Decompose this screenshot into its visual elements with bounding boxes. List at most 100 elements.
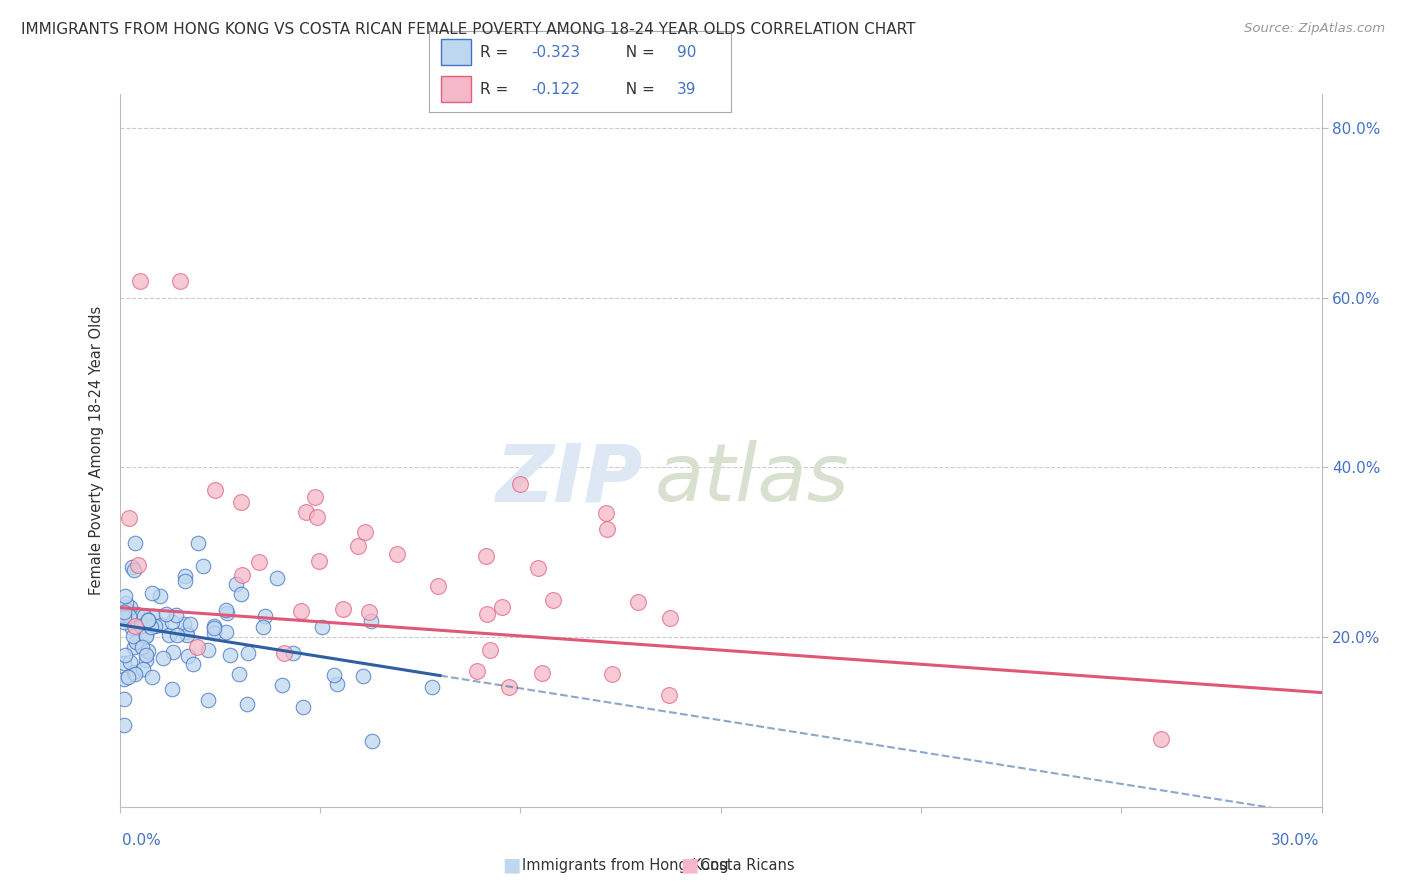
Point: [143, 619, 166, 633]
Point: [252, 620, 274, 634]
Point: [187, 536, 209, 550]
Point: [118, 511, 141, 525]
Point: [160, 681, 183, 696]
Point: [169, 274, 191, 288]
Text: Source: ZipAtlas.com: Source: ZipAtlas.com: [1244, 22, 1385, 36]
Text: -0.323: -0.323: [531, 45, 581, 61]
Point: [124, 619, 146, 633]
Point: [323, 667, 346, 681]
Point: [131, 640, 153, 655]
Point: [155, 607, 177, 621]
Point: [281, 646, 304, 660]
Point: [115, 603, 138, 617]
Point: [304, 490, 326, 504]
Point: [122, 665, 145, 679]
Text: Costa Ricans: Costa Ricans: [700, 858, 794, 872]
Point: [308, 553, 330, 567]
Point: [475, 549, 498, 564]
Text: ■: ■: [679, 855, 699, 875]
Point: [197, 693, 219, 707]
Point: [273, 646, 295, 660]
Text: R =: R =: [481, 82, 519, 97]
Point: [124, 635, 146, 649]
Text: 39: 39: [676, 82, 696, 97]
Point: [295, 506, 318, 520]
Point: [186, 640, 208, 655]
Point: [124, 667, 146, 681]
Point: [595, 506, 617, 520]
Point: [531, 665, 554, 680]
Point: [202, 625, 225, 640]
Point: [658, 688, 681, 702]
Point: [307, 510, 329, 524]
Point: [120, 599, 142, 614]
Point: [121, 559, 143, 574]
Point: [231, 587, 253, 601]
Point: [120, 655, 142, 669]
Point: [136, 644, 159, 658]
Point: [122, 563, 145, 577]
Point: [1150, 732, 1173, 747]
Point: [165, 608, 187, 623]
Point: [129, 619, 152, 633]
Point: [325, 677, 347, 691]
Text: 0.0%: 0.0%: [122, 833, 162, 847]
Point: [127, 558, 149, 573]
Point: [247, 555, 270, 569]
Point: [659, 611, 682, 625]
Point: [141, 620, 163, 634]
Point: [236, 697, 259, 711]
Point: [173, 616, 195, 631]
Point: [600, 666, 623, 681]
Text: R =: R =: [481, 45, 513, 61]
Point: [360, 614, 382, 628]
Point: [177, 648, 200, 663]
Point: [215, 603, 238, 617]
Text: -0.122: -0.122: [531, 82, 581, 97]
Point: [498, 681, 520, 695]
Point: [204, 483, 226, 497]
Point: [162, 645, 184, 659]
Point: [112, 718, 135, 732]
FancyBboxPatch shape: [441, 39, 471, 65]
Point: [112, 691, 135, 706]
Point: [112, 608, 135, 623]
Point: [541, 593, 564, 607]
Point: [117, 669, 139, 683]
Point: [475, 607, 498, 622]
Point: [353, 524, 375, 539]
Point: [219, 648, 242, 662]
Point: [135, 628, 157, 642]
Point: [290, 604, 312, 618]
Text: Immigrants from Hong Kong: Immigrants from Hong Kong: [522, 858, 728, 872]
Point: [132, 662, 155, 676]
Point: [150, 617, 173, 632]
Point: [231, 568, 253, 582]
Point: [527, 561, 550, 575]
Point: [114, 589, 136, 603]
Point: [121, 621, 143, 635]
Point: [112, 609, 135, 624]
Text: ■: ■: [502, 855, 522, 875]
Point: [166, 628, 188, 642]
Point: [135, 648, 157, 662]
Point: [627, 595, 650, 609]
Point: [361, 733, 384, 747]
Point: [174, 574, 197, 589]
Text: 30.0%: 30.0%: [1271, 833, 1319, 847]
Point: [149, 589, 172, 603]
Point: [112, 615, 135, 629]
Point: [271, 678, 294, 692]
Point: [179, 617, 201, 632]
Point: [292, 700, 315, 714]
Point: [122, 640, 145, 654]
Point: [135, 653, 157, 667]
Point: [238, 647, 260, 661]
Point: [176, 628, 198, 642]
Point: [478, 643, 501, 657]
Point: [228, 667, 250, 681]
Point: [352, 669, 374, 683]
FancyBboxPatch shape: [441, 76, 471, 102]
Point: [128, 274, 150, 288]
Point: [266, 571, 288, 585]
